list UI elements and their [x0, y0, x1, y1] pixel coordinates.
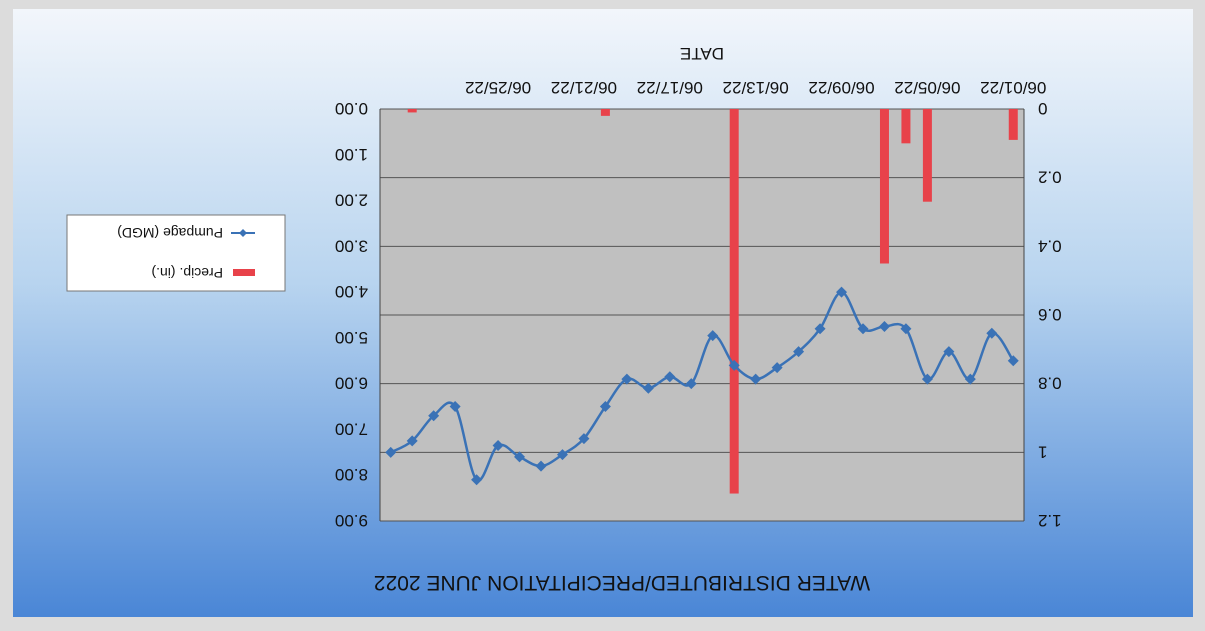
- right-tick-label-9: 9.00: [335, 511, 368, 530]
- legend-swatch-precip: [233, 269, 255, 276]
- legend-label-precip: Precip. (in.): [151, 265, 223, 281]
- right-tick-label-4: 4.00: [335, 282, 368, 301]
- precip-bar-06/06/22: [901, 109, 910, 143]
- legend: Precip. (in.) Pumpage (MGD): [67, 215, 285, 291]
- x-axis-ticks: 06/01/22 06/05/22 06/09/22 06/13/22 06/17/22…: [465, 78, 1046, 97]
- precip-bar-06/01/22: [1009, 109, 1018, 140]
- left-tick-label-5: 1: [1038, 442, 1047, 461]
- right-tick-label-8: 8.00: [335, 465, 368, 484]
- precip-bar-06/05/22: [923, 109, 932, 202]
- left-tick-label-6: 1.2: [1038, 511, 1062, 530]
- right-tick-label-7: 7.00: [335, 419, 368, 438]
- x-tick-label-5: 06/21/22: [551, 78, 617, 97]
- x-tick-label-2: 06/09/22: [808, 78, 874, 97]
- right-tick-label-0: 0.00: [335, 99, 368, 118]
- precip-bar-06/20/22: [601, 109, 610, 116]
- legend-label-pumpage: Pumpage (MGD): [117, 225, 223, 241]
- precip-bar-06/07/22: [880, 109, 889, 264]
- right-tick-label-2: 2.00: [335, 191, 368, 210]
- x-tick-label-0: 06/01/22: [980, 78, 1046, 97]
- precip-bar-06/29/22: [408, 109, 417, 112]
- right-tick-label-5: 5.00: [335, 328, 368, 347]
- x-tick-label-3: 06/13/22: [723, 78, 789, 97]
- x-axis-label: DATE: [680, 44, 724, 63]
- right-tick-label-1: 1.00: [335, 145, 368, 164]
- left-tick-label-0: 0: [1038, 99, 1047, 118]
- left-tick-label-1: 0.2: [1038, 168, 1062, 187]
- left-tick-label-3: 0.6: [1038, 305, 1062, 324]
- right-tick-label-6: 6.00: [335, 374, 368, 393]
- precip-bar-06/14/22: [730, 109, 739, 494]
- left-tick-label-4: 0.8: [1038, 374, 1062, 393]
- left-tick-label-2: 0.4: [1038, 236, 1062, 255]
- chart-title: WATER DISTRIBUTED/PRECIPITATION JUNE 202…: [374, 571, 870, 594]
- x-tick-label-4: 06/17/22: [637, 78, 703, 97]
- right-tick-label-3: 3.00: [335, 236, 368, 255]
- x-tick-label-6: 06/25/22: [465, 78, 531, 97]
- x-tick-label-1: 06/05/22: [894, 78, 960, 97]
